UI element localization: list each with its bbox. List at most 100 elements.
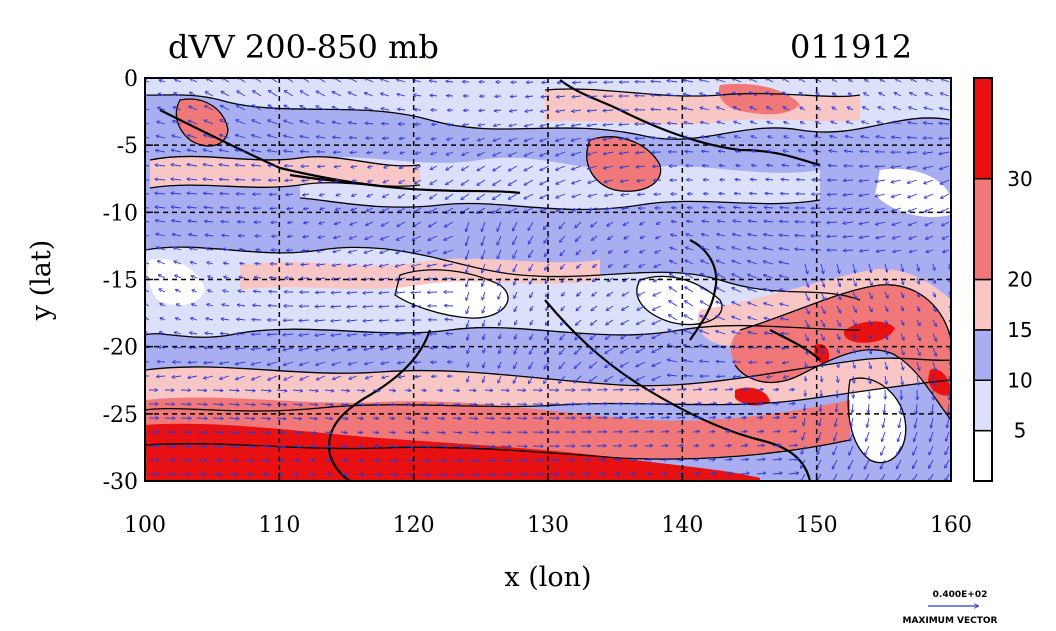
y-axis-label: y (lat) — [26, 240, 57, 322]
wind-vector — [756, 473, 766, 474]
wind-vector — [628, 403, 639, 404]
wind-vector — [483, 347, 485, 353]
wind-vector — [620, 166, 630, 168]
wind-vector — [395, 292, 406, 293]
wind-vector — [700, 315, 710, 321]
wind-vector — [756, 417, 763, 418]
wind-vector — [528, 235, 534, 244]
wind-vector — [605, 333, 614, 339]
wind-vector — [716, 346, 726, 348]
wind-vector — [317, 264, 326, 265]
wind-vector — [432, 124, 438, 125]
wind-vector — [767, 376, 774, 378]
wind-vector — [685, 260, 694, 265]
wind-vector — [637, 319, 646, 324]
wind-vector — [700, 301, 710, 307]
wind-vector — [514, 305, 518, 311]
wind-vector — [462, 165, 470, 170]
wind-vector — [660, 417, 669, 418]
wind-vector — [468, 474, 479, 475]
wind-vector — [349, 249, 358, 252]
wind-vector — [268, 105, 278, 111]
wind-vector — [576, 235, 582, 241]
wind-vector — [319, 180, 326, 181]
wind-vector — [462, 151, 470, 155]
wind-vector — [667, 109, 678, 110]
wind-vector — [783, 151, 790, 152]
wind-vector — [260, 474, 268, 475]
wind-vector — [383, 179, 390, 183]
wind-vector — [605, 361, 614, 367]
wind-vector — [372, 474, 381, 475]
wind-vector — [779, 262, 790, 265]
wind-vector — [287, 250, 294, 251]
x-tick-label: 160 — [930, 513, 972, 538]
wind-vector — [363, 306, 374, 307]
wind-vector — [734, 136, 742, 138]
wind-vector — [158, 261, 166, 265]
wind-vector — [467, 361, 469, 367]
wind-vector — [382, 376, 390, 378]
wind-vector — [254, 291, 262, 292]
wind-vector — [484, 432, 494, 433]
wind-vector — [671, 221, 678, 222]
wind-vector — [171, 165, 182, 166]
wind-vector — [482, 235, 486, 245]
x-tick-label: 110 — [258, 513, 300, 538]
wind-vector — [717, 376, 726, 377]
wind-vector — [452, 390, 459, 391]
wind-vector — [189, 347, 198, 348]
wind-vector — [212, 390, 223, 391]
wind-vector — [379, 292, 390, 293]
wind-vector — [368, 166, 374, 167]
wind-vector — [237, 305, 246, 306]
wind-vector — [572, 110, 582, 111]
wind-vector — [676, 389, 686, 390]
wind-vector — [318, 250, 326, 251]
wind-vector — [228, 460, 238, 461]
wind-vector — [244, 460, 253, 461]
wind-vector — [219, 179, 230, 180]
wind-vector — [692, 417, 700, 418]
wind-vector — [381, 362, 390, 364]
wind-vector — [237, 319, 246, 320]
wind-vector — [843, 180, 854, 181]
wind-vector — [388, 446, 396, 447]
wind-vector — [236, 348, 246, 349]
wind-vector — [331, 306, 342, 307]
wind-vector — [571, 137, 582, 141]
wind-vector — [732, 274, 742, 279]
wind-vector — [756, 445, 764, 446]
wind-vector — [318, 236, 326, 238]
wind-vector — [347, 292, 358, 293]
wind-vector — [239, 277, 246, 278]
wind-vector — [276, 460, 284, 461]
wind-vector — [667, 360, 678, 363]
wind-vector — [430, 193, 438, 199]
wind-vector — [284, 375, 294, 380]
wind-vector — [207, 262, 214, 264]
wind-vector — [692, 431, 699, 432]
wind-vector — [685, 301, 694, 307]
wind-vector — [724, 473, 732, 474]
wind-vector — [171, 193, 182, 194]
wind-vector — [190, 92, 198, 97]
wind-vector — [347, 306, 358, 307]
wind-vector — [735, 151, 742, 152]
wind-vector — [530, 305, 534, 311]
wind-vector — [461, 179, 470, 185]
wind-vector — [752, 151, 758, 152]
wind-vector — [468, 432, 478, 433]
wind-vector — [187, 164, 198, 166]
wind-vector — [593, 277, 598, 281]
wind-vector — [156, 234, 166, 237]
wind-vector — [575, 221, 582, 228]
wind-vector — [750, 193, 758, 194]
wind-vector — [315, 320, 326, 321]
wind-vector — [276, 446, 285, 447]
wind-vector — [575, 333, 582, 340]
wind-vector — [557, 82, 566, 83]
x-axis-label: x (lon) — [504, 562, 591, 593]
wind-vector — [430, 165, 438, 169]
wind-vector — [497, 221, 502, 231]
